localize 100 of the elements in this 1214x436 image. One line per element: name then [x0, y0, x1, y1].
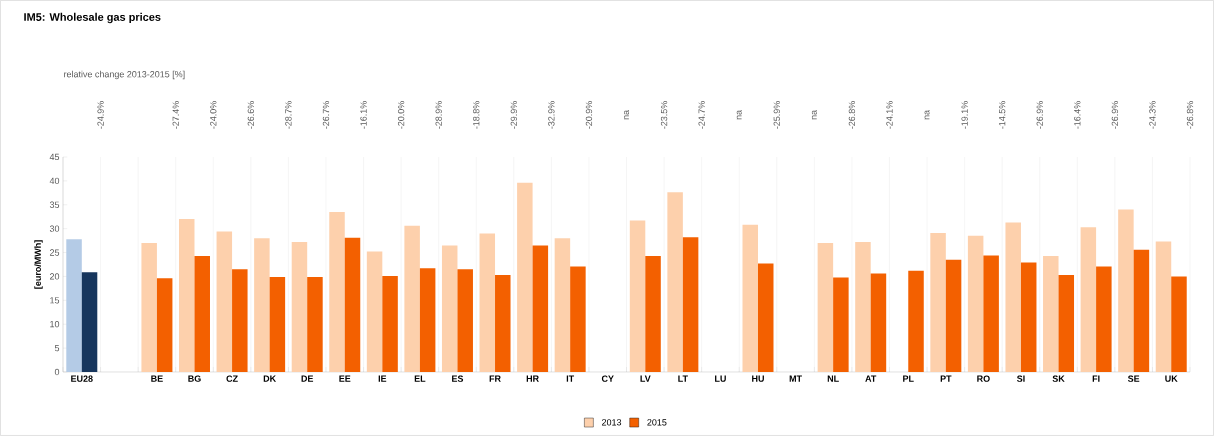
- bar: [682, 237, 699, 372]
- text: na: [624, 110, 629, 120]
- bar: [742, 224, 758, 372]
- bar: [254, 238, 270, 372]
- bar: [307, 276, 323, 372]
- x-tick-label: MT: [789, 375, 802, 382]
- bar: [645, 255, 661, 372]
- y-tick-label: 15: [50, 297, 60, 304]
- x-tick-label: SE: [1127, 375, 1140, 382]
- bar: [870, 273, 887, 372]
- text: -26.9%: [1111, 101, 1119, 129]
- bar: [66, 239, 82, 372]
- x-tick-label: PT: [940, 375, 952, 382]
- text: -20.9%: [585, 101, 593, 129]
- text: relative change 2013-2015 [%]: [64, 70, 185, 80]
- text: -28.7%: [285, 101, 292, 129]
- bar: [178, 219, 195, 372]
- text: -24.0%: [210, 101, 217, 129]
- x-tick-label: CZ: [226, 375, 238, 382]
- text: -26.8%: [848, 101, 856, 129]
- bar: [1043, 255, 1059, 372]
- y-tick-label: 25: [49, 249, 60, 256]
- bar: [817, 242, 834, 372]
- text: na: [811, 110, 817, 120]
- y-tick-label: 40: [49, 177, 60, 185]
- bar: [1155, 241, 1172, 372]
- x-tick-label: LT: [678, 375, 688, 382]
- y-tick-label: 20: [49, 273, 60, 280]
- x-tick-label: EU28: [71, 375, 93, 382]
- y-tick-label: 30: [49, 225, 60, 232]
- bar: [667, 192, 683, 372]
- x-tick-label: DK: [263, 375, 277, 382]
- chart-title: IM5: Wholesale gas prices: [24, 12, 161, 24]
- x-tick-label: UK: [1165, 375, 1178, 382]
- bar: [419, 268, 436, 372]
- y-tick-label: 10: [50, 321, 60, 328]
- bar: [479, 233, 496, 372]
- x-tick-label: IT: [566, 375, 575, 382]
- bar: [1096, 266, 1112, 372]
- y-axis-title: [euro/MWh]: [34, 240, 43, 289]
- text: -25.9%: [773, 101, 780, 129]
- bar: [1118, 209, 1134, 372]
- text: -19.1%: [961, 101, 968, 129]
- bar: [194, 255, 210, 372]
- bar: [629, 220, 646, 372]
- text: -24.1%: [886, 101, 893, 129]
- y-tick-label: 35: [49, 201, 60, 208]
- x-tick-label: RO: [977, 375, 990, 382]
- text: -29.9%: [510, 101, 517, 129]
- bar: [81, 272, 98, 372]
- y-tick-label: 0: [54, 368, 60, 376]
- bar: [833, 277, 849, 372]
- x-tick-label: SI: [1016, 375, 1025, 382]
- y-tick-label: 45: [49, 153, 60, 161]
- text: -26.6%: [247, 101, 255, 129]
- bar: [457, 269, 473, 372]
- text: -24.9%: [97, 101, 104, 129]
- bar: [344, 237, 361, 372]
- text: -23.5%: [660, 101, 668, 129]
- bar: [758, 263, 774, 372]
- text: -27.4%: [172, 101, 179, 129]
- x-tick-label: PL: [903, 375, 914, 382]
- text: na: [924, 110, 930, 120]
- text: na: [736, 110, 742, 120]
- x-tick-label: NL: [827, 375, 839, 382]
- text: -14.5%: [999, 101, 1006, 129]
- legend-label: 2015: [647, 419, 667, 426]
- text: -24.3%: [1149, 101, 1156, 129]
- bar: [495, 275, 511, 372]
- bar: [1058, 275, 1075, 372]
- text: -16.1%: [360, 101, 367, 129]
- bar: [967, 235, 984, 372]
- bar: [404, 225, 420, 372]
- bar: [983, 255, 999, 372]
- text: -20.0%: [397, 101, 405, 129]
- bar: [570, 266, 586, 372]
- bar: [930, 232, 946, 372]
- text: -32.9%: [548, 101, 555, 129]
- bar: [554, 238, 571, 372]
- x-tick-label: HR: [526, 375, 539, 382]
- text: -18.8%: [473, 101, 480, 129]
- y-tick-label: 5: [54, 344, 60, 352]
- x-tick-label: EE: [339, 375, 351, 382]
- bar: [441, 245, 458, 372]
- x-tick-label: IE: [378, 375, 387, 382]
- bar: [855, 242, 871, 372]
- x-tick-label: BE: [151, 375, 163, 382]
- x-tick-label: LU: [715, 375, 726, 382]
- bar: [945, 259, 962, 372]
- bar: [1171, 276, 1187, 372]
- x-tick-label: FR: [489, 375, 501, 382]
- x-tick-label: DE: [301, 375, 314, 382]
- text: -28.9%: [435, 101, 442, 129]
- bar: [1020, 262, 1037, 372]
- bar: [366, 251, 383, 372]
- bar: [329, 211, 345, 372]
- bar: [141, 242, 157, 372]
- text: -26.7%: [322, 101, 330, 129]
- bar: [291, 242, 308, 372]
- text: -26.9%: [1036, 101, 1043, 129]
